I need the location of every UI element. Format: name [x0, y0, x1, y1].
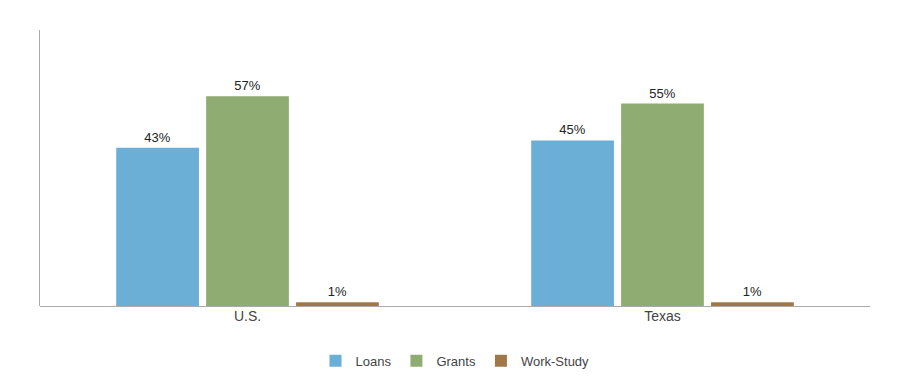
svg-text:45%: 45%: [559, 122, 585, 137]
svg-text:55%: 55%: [649, 86, 675, 101]
svg-text:57%: 57%: [234, 78, 260, 93]
svg-text:1%: 1%: [743, 284, 762, 299]
svg-text:1%: 1%: [328, 284, 347, 299]
svg-text:Work-Study: Work-Study: [521, 354, 589, 369]
svg-text:Grants: Grants: [436, 354, 476, 369]
svg-text:43%: 43%: [144, 130, 170, 145]
svg-text:Texas: Texas: [644, 308, 681, 324]
svg-text:Loans: Loans: [356, 354, 392, 369]
svg-text:U.S.: U.S.: [234, 308, 261, 324]
